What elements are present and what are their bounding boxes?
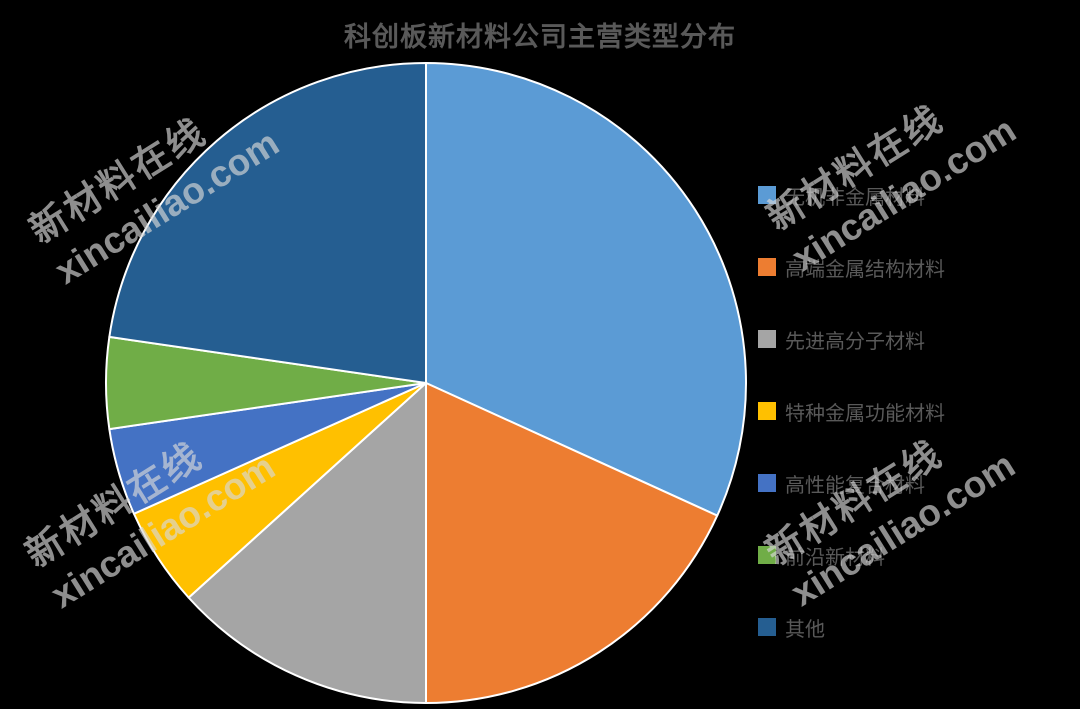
pie-slice-0 (425, 62, 747, 517)
legend-marker-icon (758, 258, 776, 276)
legend-item-3: 特种金属功能材料 (758, 399, 945, 425)
pie-chart (105, 62, 747, 704)
legend-item-2: 先进高分子材料 (758, 327, 945, 353)
legend-label: 前沿新材料 (785, 546, 885, 569)
legend-label: 特种金属功能材料 (785, 402, 945, 425)
legend-item-6: 其他 (758, 615, 945, 641)
pie-slices (105, 62, 747, 704)
legend-marker-icon (758, 402, 776, 420)
legend-marker-icon (758, 546, 776, 564)
legend-label: 先进高分子材料 (785, 330, 925, 353)
pie-slice-2 (187, 382, 427, 704)
pie-slice-6 (108, 62, 427, 384)
legend-marker-icon (758, 474, 776, 492)
legend-label: 高性能复合材料 (785, 474, 925, 497)
legend-item-4: 高性能复合材料 (758, 471, 945, 497)
legend-item-1: 高端金属结构材料 (758, 255, 945, 281)
legend-item-5: 前沿新材料 (758, 543, 945, 569)
legend-label: 无机非金属材料 (785, 186, 925, 209)
pie-slice-1 (425, 382, 719, 704)
legend: 无机非金属材料 高端金属结构材料 先进高分子材料 特种金属功能材料 高性能复合材料 前沿新… (758, 183, 945, 687)
legend-label: 其他 (785, 618, 825, 641)
legend-label: 高端金属结构材料 (785, 258, 945, 281)
legend-marker-icon (758, 618, 776, 636)
legend-marker-icon (758, 186, 776, 204)
legend-item-0: 无机非金属材料 (758, 183, 945, 209)
legend-marker-icon (758, 330, 776, 348)
chart-title: 科创板新材料公司主营类型分布 (344, 22, 736, 52)
